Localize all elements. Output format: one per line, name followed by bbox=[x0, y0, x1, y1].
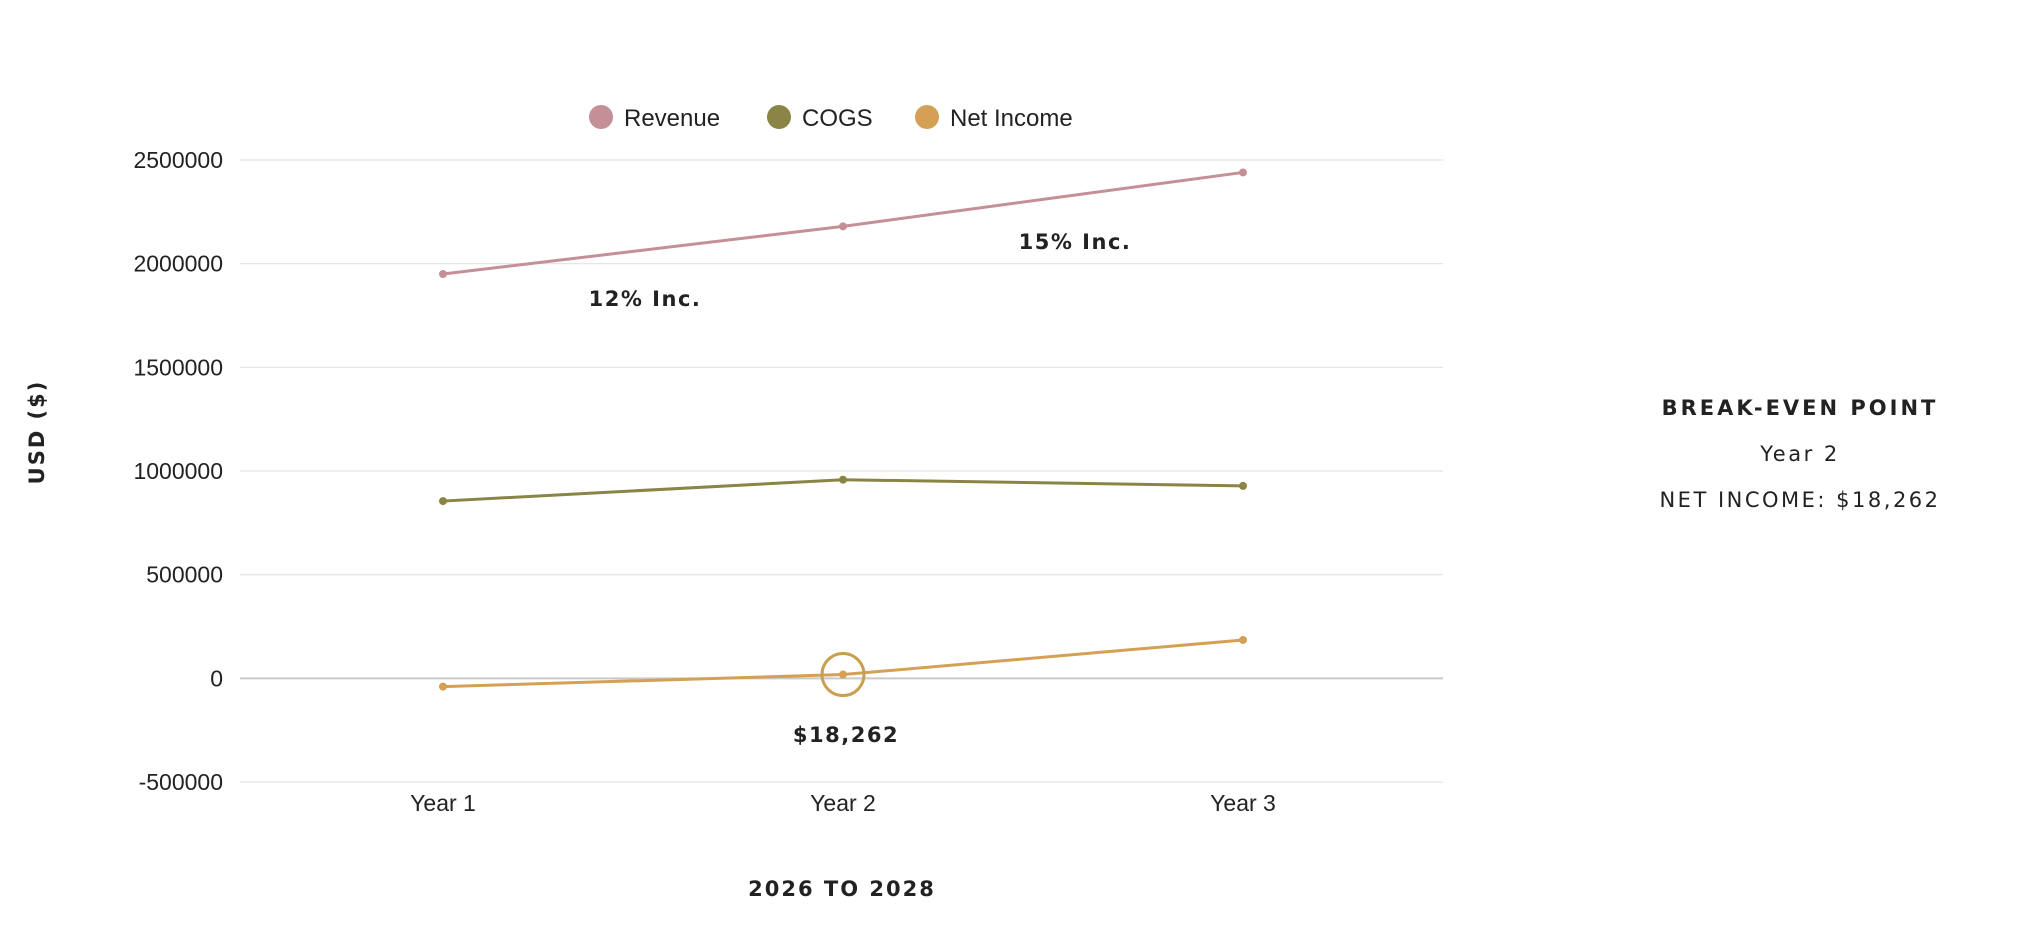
legend-label-cogs: COGS bbox=[802, 105, 873, 132]
legend-swatch-cogs bbox=[767, 105, 791, 129]
legend: Revenue COGS Net Income bbox=[589, 105, 1073, 132]
break-even-title: BREAK-EVEN POINT bbox=[1661, 396, 1939, 420]
annotation-label: 12% Inc. bbox=[589, 287, 702, 311]
revenue-point bbox=[1239, 168, 1247, 177]
cogs-point bbox=[439, 497, 447, 506]
legend-swatch-net-income bbox=[915, 105, 939, 129]
cogs-point bbox=[1239, 481, 1247, 490]
y-tick-label: -500000 bbox=[139, 769, 223, 795]
line-chart: 2500000 2000000 1500000 1000000 500000 0 -5000… bbox=[25, 105, 1443, 901]
revenue-point bbox=[439, 270, 447, 279]
net-income-point bbox=[439, 682, 447, 691]
y-tick-label: 2000000 bbox=[133, 251, 223, 277]
y-tick-label: 500000 bbox=[146, 562, 223, 588]
y-tick-label: 1000000 bbox=[133, 458, 223, 484]
y-tick-label: 2500000 bbox=[133, 147, 223, 173]
legend-label-revenue: Revenue bbox=[624, 105, 720, 132]
annotation-label: 15% Inc. bbox=[1019, 230, 1132, 254]
break-even-net-income: NET INCOME: $18,262 bbox=[1659, 488, 1941, 512]
grid-layer: 2500000 2000000 1500000 1000000 500000 0 -5000… bbox=[133, 147, 1443, 816]
annotation-label: $18,262 bbox=[793, 723, 899, 747]
net-income-line bbox=[441, 638, 1245, 689]
legend-swatch-revenue bbox=[589, 105, 613, 129]
break-even-year: Year 2 bbox=[1760, 442, 1840, 466]
break-even-panel: BREAK-EVEN POINT Year 2 NET INCOME: $18,… bbox=[1580, 385, 2020, 523]
x-tick-label: Year 3 bbox=[1210, 790, 1276, 816]
revenue-point bbox=[839, 222, 847, 231]
x-tick-label: Year 1 bbox=[410, 790, 476, 816]
net-income-point bbox=[1239, 635, 1247, 644]
series-layer bbox=[439, 168, 1247, 698]
break-even-highlight bbox=[820, 652, 866, 698]
x-axis-title: 2026 TO 2028 bbox=[748, 877, 936, 901]
y-tick-label: 0 bbox=[210, 665, 223, 691]
x-tick-label: Year 2 bbox=[810, 790, 876, 816]
y-tick-label: 1500000 bbox=[133, 354, 223, 380]
y-axis-title: USD ($) bbox=[25, 380, 49, 485]
legend-label-net-income: Net Income bbox=[950, 105, 1073, 132]
net-income-point bbox=[839, 670, 847, 679]
cogs-point bbox=[839, 475, 847, 484]
annotation-layer: 12% Inc. 15% Inc. $18,262 bbox=[589, 230, 1132, 747]
